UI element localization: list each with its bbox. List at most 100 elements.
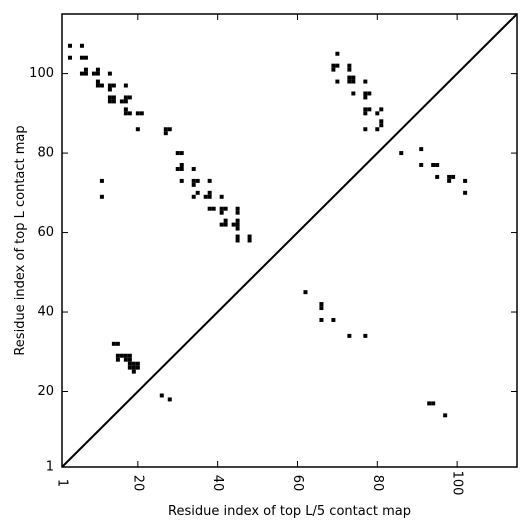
contact-point-upper [207, 190, 212, 195]
contact-point-upper [219, 210, 224, 215]
contact-point-upper [247, 234, 252, 239]
contact-point-upper [435, 174, 440, 179]
contact-point-upper [67, 43, 72, 48]
contact-point-upper [91, 71, 96, 76]
contact-point-upper [379, 119, 384, 124]
contact-point-lower [127, 365, 132, 370]
contact-point-upper [203, 194, 208, 199]
contact-point-upper [119, 99, 124, 104]
contact-point-upper [331, 67, 336, 72]
contact-point-upper [163, 131, 168, 136]
contact-point-upper [83, 55, 88, 60]
contact-points [67, 43, 468, 418]
contact-point-upper [67, 55, 72, 60]
contact-point-upper [463, 178, 468, 183]
x-tick-label: 60 [290, 475, 305, 492]
contact-point-upper [99, 178, 104, 183]
contact-point-lower [111, 341, 116, 346]
contact-point-upper [235, 206, 240, 211]
contact-point-upper [99, 83, 104, 88]
contact-point-upper [179, 151, 184, 156]
contact-point-upper [123, 99, 128, 104]
contact-point-lower [303, 290, 308, 295]
contact-point-lower [135, 365, 140, 370]
contact-point-upper [399, 151, 404, 156]
contact-point-upper [139, 111, 144, 116]
contact-point-upper [207, 178, 212, 183]
contact-point-upper [363, 95, 368, 100]
y-tick-label: 60 [37, 225, 54, 240]
contact-point-upper [95, 67, 100, 72]
contact-point-upper [379, 123, 384, 128]
contact-point-upper [363, 127, 368, 132]
contact-point-upper [235, 210, 240, 215]
contact-point-lower [347, 333, 352, 338]
contact-point-upper [191, 166, 196, 171]
contact-point-upper [447, 178, 452, 183]
contact-point-upper [111, 99, 116, 104]
contact-point-upper [431, 163, 436, 167]
contact-point-upper [111, 95, 116, 100]
contact-point-upper [179, 178, 184, 183]
contact-point-upper [107, 95, 112, 100]
contact-point-lower [123, 357, 128, 362]
contact-point-upper [207, 194, 212, 199]
contact-point-upper [223, 218, 228, 223]
contact-point-upper [351, 79, 356, 84]
contact-point-upper [179, 163, 184, 167]
x-axis-ticks: 1 20 40 60 80 100 [55, 14, 465, 495]
contact-point-lower [135, 361, 140, 366]
contact-point-upper [107, 99, 112, 104]
y-tick-label: 1 [46, 460, 54, 475]
contact-point-upper [127, 111, 132, 116]
x-tick-label: 20 [130, 475, 145, 492]
diagonal-line [61, 13, 518, 468]
x-tick-label: 1 [55, 479, 70, 487]
y-tick-label: 40 [37, 305, 54, 320]
contact-point-upper [375, 111, 380, 116]
contact-point-upper [95, 79, 100, 84]
contact-point-upper [83, 71, 88, 76]
contact-point-lower [131, 365, 136, 370]
contact-point-upper [351, 75, 356, 80]
contact-point-upper [335, 63, 340, 68]
y-tick-label: 80 [37, 146, 54, 161]
contact-point-upper [347, 67, 352, 72]
contact-point-upper [79, 71, 84, 76]
contact-point-lower [427, 401, 432, 406]
contact-point-upper [191, 182, 196, 187]
contact-point-upper [123, 111, 128, 116]
contact-point-upper [127, 95, 132, 100]
contact-point-lower [319, 302, 324, 307]
contact-point-lower [159, 393, 164, 398]
contact-point-lower [115, 353, 120, 358]
contact-point-upper [79, 43, 84, 48]
contact-point-upper [351, 91, 356, 96]
x-tick-label: 40 [210, 475, 225, 492]
contact-point-upper [447, 174, 452, 179]
contact-point-lower [331, 317, 336, 322]
contact-point-upper [347, 79, 352, 84]
y-tick-label: 20 [37, 384, 54, 399]
x-tick-label: 80 [370, 475, 385, 492]
contact-point-upper [163, 127, 168, 132]
contact-point-upper [195, 178, 200, 183]
contact-point-upper [363, 107, 368, 112]
contact-point-upper [107, 87, 112, 92]
contact-point-upper [223, 206, 228, 211]
contact-point-upper [95, 83, 100, 88]
contact-point-upper [83, 67, 88, 72]
contact-point-lower [431, 401, 436, 406]
contact-point-lower [319, 317, 324, 322]
plot-frame [61, 13, 518, 468]
contact-point-upper [335, 79, 340, 84]
contact-point-upper [367, 107, 372, 112]
contact-point-lower [115, 341, 120, 346]
contact-point-upper [211, 206, 216, 211]
contact-point-upper [247, 238, 252, 243]
contact-point-upper [363, 79, 368, 84]
contact-point-upper [191, 194, 196, 199]
contact-point-upper [235, 222, 240, 227]
contact-point-upper [79, 55, 84, 60]
